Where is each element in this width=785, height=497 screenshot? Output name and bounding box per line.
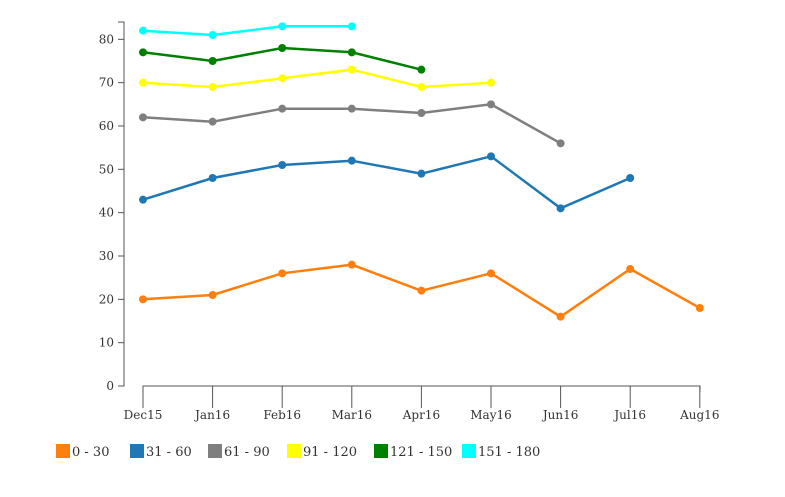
legend-swatch	[56, 444, 70, 458]
x-tick-label: Feb16	[263, 408, 301, 422]
x-tick-label: Jan16	[193, 408, 230, 422]
series-3	[139, 100, 565, 148]
legend-item[interactable]: 0 - 30	[56, 444, 109, 460]
legend-label: 0 - 30	[72, 445, 109, 460]
data-point[interactable]	[278, 269, 287, 278]
data-point[interactable]	[347, 22, 356, 31]
data-point[interactable]	[626, 174, 635, 182]
data-point[interactable]	[139, 26, 147, 35]
series-line	[142, 25, 352, 37]
series-line	[142, 154, 631, 210]
series-2	[139, 152, 635, 213]
legend-swatch	[287, 444, 301, 458]
data-point[interactable]	[417, 169, 426, 178]
legend-item[interactable]: 91 - 120	[287, 444, 357, 460]
data-point[interactable]	[556, 139, 565, 148]
x-axis: Dec15 Jan16 Feb16 Mar16 Apr16 May16 Jun16 Jul16…	[124, 385, 719, 422]
legend-item[interactable]: 121 - 150	[374, 444, 452, 460]
y-tick-label: 50	[99, 162, 114, 176]
y-tick-label: 30	[99, 249, 114, 263]
data-point[interactable]	[347, 260, 356, 269]
data-point[interactable]	[487, 269, 495, 278]
data-point[interactable]	[278, 44, 287, 52]
data-point[interactable]	[278, 161, 287, 169]
y-axis: 0 10 20 30 40 50 60 70 80	[99, 21, 125, 393]
data-point[interactable]	[626, 265, 635, 273]
data-point[interactable]	[139, 195, 147, 204]
data-point[interactable]	[347, 156, 356, 165]
data-point[interactable]	[487, 152, 495, 161]
series-layer	[139, 22, 704, 321]
legend-label: 31 - 60	[146, 445, 192, 460]
data-point[interactable]	[417, 109, 426, 117]
data-point[interactable]	[208, 117, 217, 126]
y-tick-label: 80	[99, 32, 114, 46]
data-point[interactable]	[487, 100, 495, 109]
legend-item[interactable]: 61 - 90	[208, 444, 270, 460]
data-point[interactable]	[208, 31, 217, 39]
data-point[interactable]	[139, 78, 147, 87]
x-tick-label: Apr16	[402, 408, 440, 422]
y-tick-label: 20	[99, 292, 114, 306]
data-point[interactable]	[278, 104, 287, 113]
data-point[interactable]	[487, 78, 495, 87]
data-point[interactable]	[139, 48, 147, 57]
x-tick-label: Aug16	[679, 408, 719, 422]
data-point[interactable]	[556, 204, 565, 213]
data-point[interactable]	[139, 295, 147, 304]
data-point[interactable]	[278, 74, 287, 83]
series-1	[139, 260, 704, 321]
y-tick-label: 40	[99, 206, 114, 220]
legend-item[interactable]: 151 - 180	[462, 444, 540, 460]
x-tick-label: Jun16	[541, 408, 579, 422]
data-point[interactable]	[208, 291, 217, 299]
legend: 0 - 30 31 - 60 61 - 90 91 - 120 121 - 150 151…	[56, 444, 540, 460]
legend-swatch	[208, 444, 222, 458]
legend-label: 121 - 150	[390, 445, 452, 460]
legend-swatch	[130, 444, 144, 458]
data-point[interactable]	[208, 83, 217, 91]
series-4	[139, 65, 495, 91]
data-point[interactable]	[695, 304, 704, 312]
y-tick-label: 60	[99, 119, 114, 133]
data-point[interactable]	[417, 286, 426, 295]
series-5	[139, 44, 426, 74]
series-6	[139, 22, 356, 39]
legend-label: 151 - 180	[478, 445, 540, 460]
legend-swatch	[374, 444, 388, 458]
y-tick-label: 70	[99, 76, 114, 90]
x-tick-label: Jul16	[612, 408, 646, 422]
data-point[interactable]	[417, 65, 426, 74]
legend-item[interactable]: 31 - 60	[130, 444, 192, 460]
data-point[interactable]	[139, 113, 147, 122]
data-point[interactable]	[417, 83, 426, 91]
data-point[interactable]	[347, 65, 356, 74]
legend-swatch	[462, 444, 476, 458]
data-point[interactable]	[208, 174, 217, 182]
data-point[interactable]	[208, 57, 217, 65]
y-axis-line	[118, 21, 125, 387]
x-tick-label: Dec15	[124, 408, 163, 422]
y-tick-label: 0	[106, 379, 114, 393]
x-tick-label: Mar16	[332, 408, 372, 422]
data-point[interactable]	[556, 312, 565, 321]
legend-label: 91 - 120	[303, 445, 357, 460]
data-point[interactable]	[347, 48, 356, 57]
data-point[interactable]	[278, 22, 287, 31]
series-line	[142, 68, 492, 89]
legend-label: 61 - 90	[224, 445, 270, 460]
y-tick-label: 10	[99, 336, 114, 350]
x-tick-label: May16	[470, 408, 512, 422]
data-point[interactable]	[347, 104, 356, 113]
